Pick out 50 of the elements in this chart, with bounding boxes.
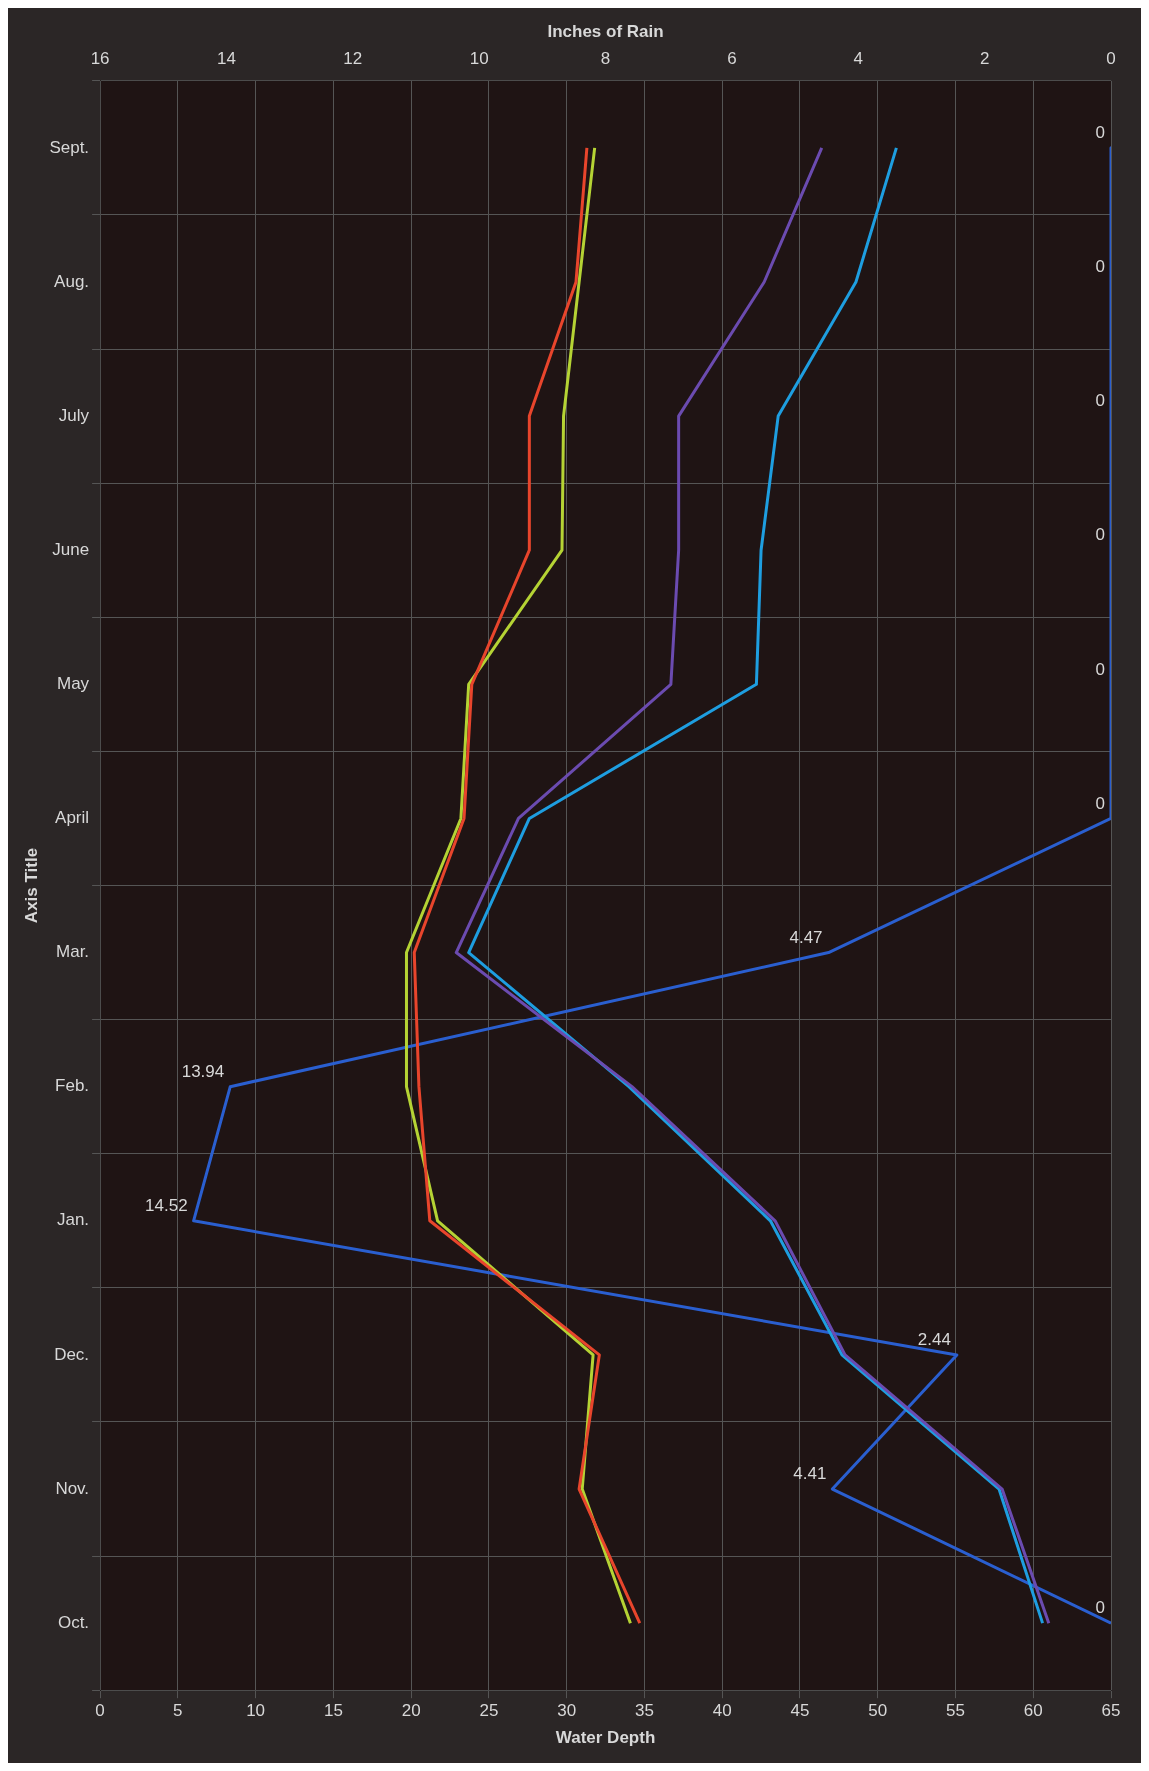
- x2-tick-label: 12: [343, 49, 363, 69]
- x-tick-label: 30: [557, 1701, 577, 1721]
- x2-tick-label: 8: [600, 49, 611, 69]
- data-label: 0: [1095, 123, 1105, 143]
- x-tick-label: 40: [712, 1701, 732, 1721]
- x2-tick-label: 16: [90, 49, 110, 69]
- x-tick-label: 5: [173, 1701, 183, 1721]
- data-label: 0: [1095, 793, 1105, 813]
- x2-tick-label: 2: [979, 49, 990, 69]
- x-tick-label: 45: [790, 1701, 810, 1721]
- y-tick-label: Feb.: [55, 1076, 90, 1096]
- x-tick-label: 10: [246, 1701, 266, 1721]
- x2-tick-label: 4: [853, 49, 864, 69]
- x-tick-label: 50: [868, 1701, 888, 1721]
- x-tick-label: 55: [946, 1701, 965, 1721]
- x2-tick-label: 6: [727, 49, 737, 69]
- data-label: 2.44: [917, 1330, 951, 1350]
- x-axis-title: Water Depth: [555, 1728, 656, 1748]
- x-tick-label: 35: [634, 1701, 654, 1721]
- data-label: 0: [1095, 257, 1105, 277]
- x2-tick-label: 0: [1106, 49, 1116, 69]
- y-tick-label: Nov.: [55, 1478, 90, 1498]
- x-tick-label: 60: [1023, 1701, 1043, 1721]
- data-label: 0: [1095, 1598, 1105, 1618]
- y-tick-label: July: [58, 405, 90, 425]
- y-tick-label: Mar.: [56, 942, 90, 962]
- x2-tick-label: 10: [469, 49, 489, 69]
- data-label: 0: [1095, 659, 1105, 679]
- x-tick-label: 25: [479, 1701, 499, 1721]
- x-tick-label: 65: [1101, 1701, 1121, 1721]
- x2-axis-title: Inches of Rain: [547, 21, 664, 41]
- y-axis-title: Axis Title: [21, 847, 41, 924]
- y-tick-label: Aug.: [54, 271, 90, 291]
- x-tick-label: 0: [95, 1701, 105, 1721]
- y-tick-label: Oct.: [57, 1612, 90, 1632]
- y-tick-label: Dec.: [54, 1344, 90, 1364]
- y-tick-label: Jan.: [56, 1210, 90, 1230]
- x-tick-label: 15: [323, 1701, 343, 1721]
- y-tick-label: Sept.: [49, 137, 90, 157]
- data-label: 4.47: [789, 927, 823, 947]
- y-tick-label: June: [52, 539, 90, 559]
- x-tick-label: 20: [401, 1701, 421, 1721]
- data-label: 14.52: [145, 1195, 188, 1215]
- data-label: 0: [1095, 525, 1105, 545]
- x2-tick-label: 14: [217, 49, 236, 69]
- y-tick-label: April: [55, 808, 90, 828]
- data-label: 13.94: [181, 1061, 225, 1081]
- data-label: 4.41: [793, 1464, 827, 1484]
- y-tick-label: May: [56, 674, 90, 694]
- data-label: 0: [1095, 391, 1105, 411]
